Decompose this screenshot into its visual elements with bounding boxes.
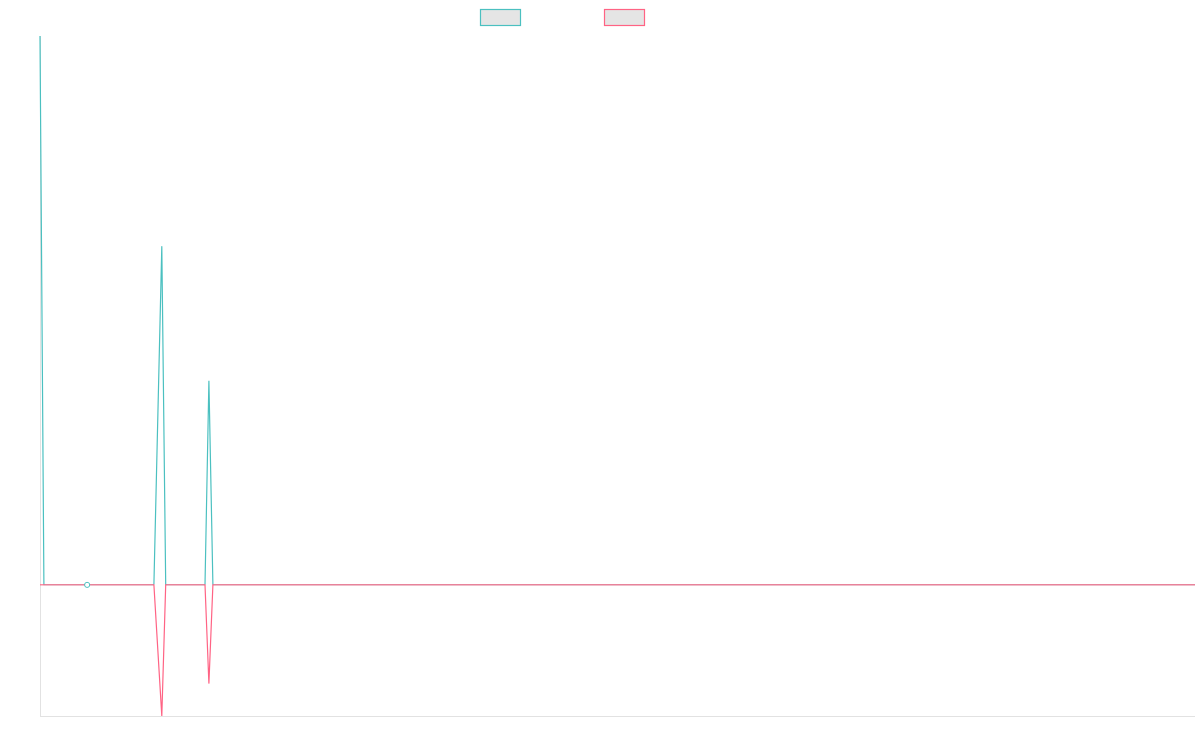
legend-swatch-1[interactable] bbox=[479, 8, 522, 27]
legend-swatch-2[interactable] bbox=[603, 8, 646, 27]
series-group bbox=[39, 35, 1195, 717]
series-line-1 bbox=[39, 35, 1195, 586]
series-line-2 bbox=[40, 584, 1195, 717]
highlighted-data-point[interactable] bbox=[84, 581, 91, 588]
legend bbox=[479, 8, 646, 27]
